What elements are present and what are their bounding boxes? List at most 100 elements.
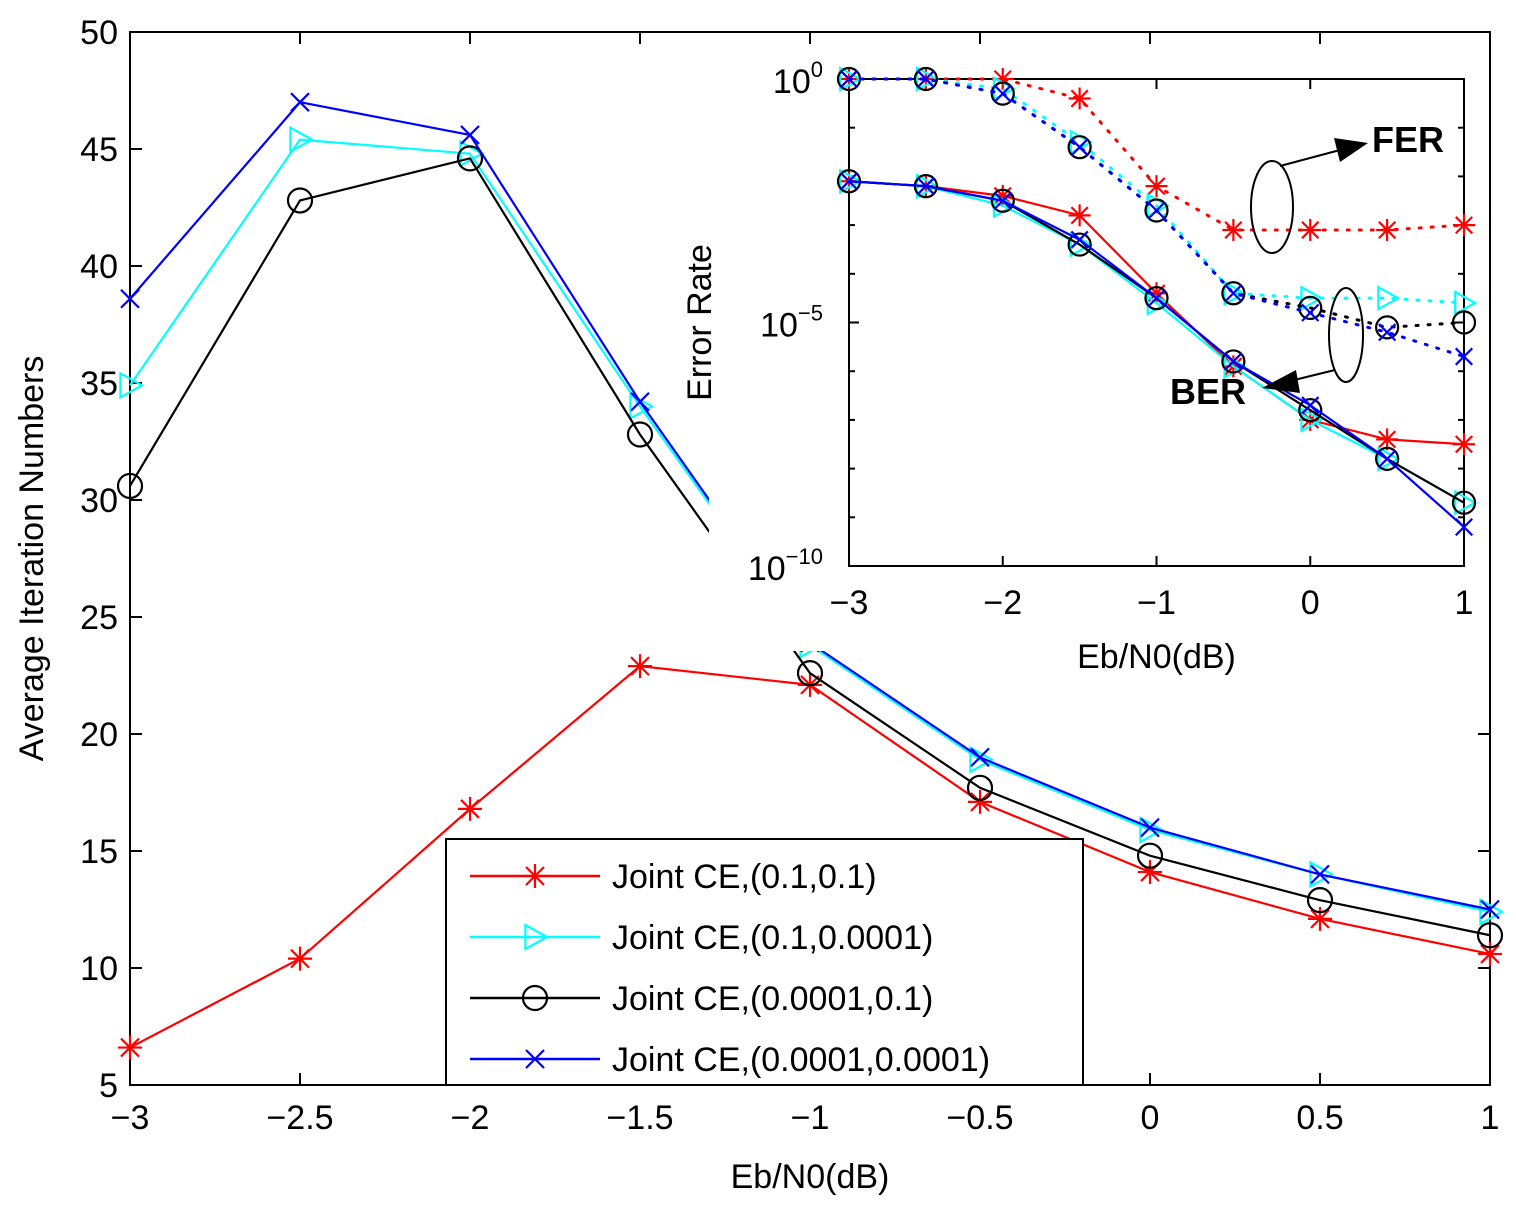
inset-data-point [1222, 218, 1245, 241]
inset-data-point [1068, 87, 1091, 110]
legend-marker [525, 1049, 545, 1069]
inset-x-tick-label: −2 [983, 584, 1022, 622]
legend-item: Joint CE,(0.0001,0.1) [470, 980, 933, 1018]
inset-data-point [1451, 490, 1477, 515]
main-data-point [119, 371, 145, 400]
legend-item: Joint CE,(0.0001,0.0001) [470, 1041, 990, 1079]
main-data-point [1476, 922, 1504, 949]
inset-series-line [848, 180, 1465, 504]
main-data-point [1308, 906, 1332, 931]
main-data-point [1310, 864, 1330, 885]
main-series [116, 92, 1505, 1060]
main-data-point [289, 125, 315, 154]
inset-data-point [1376, 428, 1399, 451]
inset-data-point [913, 66, 938, 92]
legend-label: Joint CE,(0.0001,0.0001) [612, 1041, 990, 1079]
inset-data-point [1300, 407, 1324, 433]
main-data-point [458, 796, 482, 821]
inset-data-point [1451, 310, 1477, 335]
fer-group-ellipse [1250, 160, 1294, 254]
legend-label: Joint CE,(0.1,0.1) [612, 858, 877, 896]
inset-data-point [839, 172, 859, 191]
inset-y-tick-label: 100 [773, 57, 823, 101]
inset-x-tick-label: −3 [830, 584, 869, 622]
inset-data-point [1454, 347, 1474, 366]
inset-data-point [1221, 349, 1246, 374]
inset-ticks: −3 −2 −1 0 1 100 10−5 10−10 [748, 57, 1474, 622]
main-data-point [966, 774, 994, 801]
main-data-point [796, 660, 824, 687]
main-x-tick-label: −0.5 [946, 1099, 1013, 1137]
inset-data-point [839, 66, 863, 92]
main-data-point [970, 747, 990, 768]
legend-marker [524, 923, 550, 951]
legend-marker [523, 864, 547, 888]
inset-x-axis-label: Eb/N0(dB) [1077, 638, 1236, 676]
fer-arrowhead [1334, 138, 1368, 162]
inset-series-joint-ce-0-0001-0-0001-fer [839, 69, 1474, 366]
ber-annotation: BER [1170, 371, 1246, 412]
main-data-point [626, 421, 654, 448]
main-data-point [290, 92, 310, 112]
inset-data-point [1301, 396, 1320, 415]
main-series-joint-ce-0-0001-0-1 [116, 145, 1504, 949]
inset-data-point [1067, 232, 1092, 257]
inset-data-point [1299, 218, 1322, 241]
main-y-tick-label: 30 [80, 482, 118, 520]
inset-data-point [1224, 352, 1243, 371]
legend-items: Joint CE,(0.1,0.1) Joint CE,(0.1,0.0001) J… [470, 858, 990, 1079]
ber-arrowhead [1262, 370, 1300, 393]
inset-data-point [1377, 285, 1401, 312]
main-x-tick-label: −3 [111, 1099, 150, 1137]
inset-data-point [1067, 135, 1092, 160]
inset-data-point [1221, 281, 1246, 306]
main-series-line [129, 157, 1491, 937]
inset-data-point [1375, 446, 1400, 471]
inset-data-point [1454, 489, 1478, 516]
inset-data-point [1378, 323, 1397, 342]
inset-plot-background [709, 49, 1489, 651]
main-data-point [1136, 842, 1164, 869]
inset-data-point [1453, 214, 1475, 237]
main-y-tick-label: 50 [80, 14, 118, 52]
inset-data-point [1300, 285, 1324, 312]
inset-data-point [1144, 286, 1169, 311]
main-x-tick-label: 1 [1481, 1099, 1500, 1137]
inset-data-point [916, 177, 935, 196]
inset-data-point [1453, 433, 1475, 456]
inset-data-point [1454, 290, 1478, 316]
main-data-point [1306, 887, 1334, 914]
main-data-point [969, 745, 995, 774]
main-data-point [628, 654, 652, 679]
inset-series-joint-ce-0-0001-0-0001-ber [839, 172, 1474, 537]
main-data-point [460, 125, 480, 145]
main-data-point [118, 1035, 142, 1060]
main-data-point [1478, 941, 1502, 966]
main-data-point [1140, 817, 1160, 838]
main-data-point [456, 145, 484, 172]
main-x-tick-label: −1.5 [606, 1099, 673, 1137]
inset-data-point [990, 188, 1015, 213]
inset-data-point [993, 191, 1012, 210]
main-ticks: −3 −2.5 −2 −1.5 −1 −0.5 0 0.5 151015202530354045… [80, 14, 1499, 1137]
inset-data-point [1224, 284, 1243, 303]
main-x-tick-label: −1 [791, 1099, 830, 1137]
main-y-tick-label: 10 [80, 950, 118, 988]
legend-label: Joint CE,(0.1,0.0001) [612, 919, 933, 957]
inset-data-point [1070, 230, 1089, 249]
main-y-tick-label: 15 [80, 833, 118, 871]
inset-plot: −3 −2 −1 0 1 100 10−5 10−10 FER BER Eb/N0(dB) E… [681, 49, 1489, 676]
main-x-tick-label: 0 [1141, 1099, 1160, 1137]
legend-item: Joint CE,(0.1,0.0001) [470, 919, 933, 957]
inset-y-tick-label: 10−10 [748, 544, 823, 588]
inset-y-tick-label: 10−5 [760, 301, 823, 345]
main-data-point [1480, 899, 1500, 920]
inset-data-point [990, 81, 1015, 106]
inset-data-point [916, 69, 935, 89]
inset-series [836, 66, 1478, 537]
fer-arrow-line [1279, 149, 1341, 167]
legend-marker [521, 984, 549, 1012]
main-y-tick-label: 35 [80, 365, 118, 403]
inset-data-point [1378, 449, 1397, 468]
